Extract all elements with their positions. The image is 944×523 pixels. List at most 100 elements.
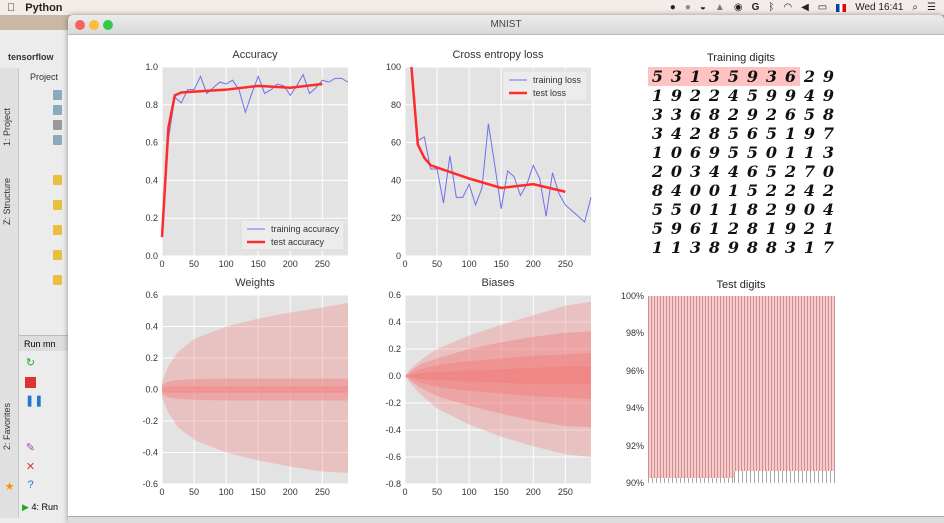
- legend: [502, 70, 588, 102]
- python-file-icon[interactable]: [53, 275, 62, 285]
- legend-label: test accuracy: [271, 237, 325, 247]
- python-file-icon[interactable]: [53, 250, 62, 260]
- google-icon[interactable]: G: [751, 2, 760, 13]
- training-digit: 2: [708, 86, 721, 105]
- wifi-icon[interactable]: ◠: [783, 2, 793, 13]
- training-digit: 9: [743, 67, 762, 86]
- close-icon[interactable]: ✕: [25, 461, 36, 473]
- tab-favorites[interactable]: 2: Favorites: [2, 403, 12, 451]
- training-digits-title: Training digits: [706, 52, 776, 64]
- plots-canvas: 0 50 100 150 200 2500.00.20.40.60.81.0Accurac…: [142, 49, 592, 497]
- battery-icon[interactable]: ▭: [817, 2, 828, 13]
- apple-icon[interactable]: : [7, 2, 15, 14]
- volume-icon[interactable]: ◀: [801, 2, 809, 13]
- y-tick-label: 100: [386, 62, 401, 72]
- x-tick-label: 50: [189, 487, 199, 497]
- training-digit: 2: [784, 162, 797, 181]
- y-tick-label: 0.2: [145, 353, 158, 363]
- training-digit: 8: [708, 124, 721, 143]
- training-digit: 1: [727, 181, 740, 200]
- training-digit: 0: [803, 200, 816, 219]
- tab-structure[interactable]: Z: Structure: [2, 178, 12, 226]
- folder-icon[interactable]: [53, 90, 62, 100]
- project-panel-title[interactable]: Project: [30, 72, 59, 82]
- y-tick-label: 0.0: [145, 385, 158, 395]
- dock: [68, 516, 944, 523]
- training-digit: 3: [651, 124, 664, 143]
- clock[interactable]: Wed 16:41: [855, 2, 904, 13]
- dot-icon[interactable]: ●: [684, 2, 691, 13]
- pin-icon[interactable]: ✎: [25, 442, 36, 454]
- y-tick-label: 0.4: [145, 175, 158, 185]
- y-tick-label: -0.6: [142, 479, 158, 489]
- ide-window: tensorflow 1: Project Z: Structure 2: Fa…: [0, 30, 70, 523]
- minimize-button[interactable]: [89, 20, 99, 30]
- training-digit: 3: [822, 143, 835, 162]
- close-button[interactable]: [75, 20, 85, 30]
- run-config[interactable]: mn: [43, 339, 56, 349]
- training-digit: 4: [670, 124, 683, 143]
- training-digit: 8: [746, 219, 759, 238]
- run-tab[interactable]: ▶ 4: Run: [22, 502, 58, 512]
- project-name[interactable]: tensorflow: [8, 52, 54, 62]
- run-label: Run: [24, 339, 41, 349]
- folder-icon[interactable]: [53, 105, 62, 115]
- y-tick-label: -0.6: [385, 452, 401, 462]
- tor-icon[interactable]: ◉: [733, 2, 743, 13]
- training-digit: 7: [822, 238, 835, 257]
- pause-icon[interactable]: ❚❚: [25, 395, 44, 407]
- app-menu[interactable]: Python: [17, 1, 62, 14]
- tool-sidebar: 1: Project Z: Structure 2: Favorites: [0, 68, 19, 518]
- zoom-button[interactable]: [103, 20, 113, 30]
- training-digit: 0: [822, 162, 835, 181]
- bluetooth-icon[interactable]: ᛒ: [768, 2, 775, 13]
- legend-label: test loss: [533, 88, 567, 98]
- x-tick-label: 0: [159, 259, 164, 269]
- x-tick-label: 250: [558, 259, 573, 269]
- training-digit: 3: [651, 105, 664, 124]
- stop-icon[interactable]: [25, 377, 36, 388]
- title-bar: MNIST: [68, 15, 944, 35]
- mnist-window: MNIST 0 50 100 150 200 250 0.0 0.2 0.4 0.6 0.8 1.0 A…: [68, 15, 944, 523]
- drop-icon[interactable]: ▲: [714, 2, 725, 13]
- help-icon[interactable]: ?: [27, 479, 34, 491]
- y-tick-label: 20: [391, 213, 401, 223]
- test-digits-title: Test digits: [716, 279, 766, 291]
- training-digit: 2: [651, 162, 664, 181]
- training-digit: 1: [784, 124, 797, 143]
- training-digit: 2: [784, 181, 797, 200]
- training-digit: 7: [822, 124, 835, 143]
- file-icon[interactable]: [53, 120, 62, 130]
- percentile-band: [405, 366, 591, 385]
- md-file-icon[interactable]: [53, 135, 62, 145]
- training-digit: 6: [746, 124, 759, 143]
- y-tick-label: -0.2: [385, 398, 401, 408]
- training-digit: 6: [746, 162, 759, 181]
- python-file-icon[interactable]: [53, 200, 62, 210]
- x-tick-label: 100: [462, 487, 477, 497]
- rerun-icon[interactable]: ↻: [25, 357, 36, 369]
- x-tick-label: 200: [526, 487, 541, 497]
- list-icon[interactable]: ☰: [927, 2, 936, 13]
- training-digit: 4: [803, 86, 816, 105]
- training-digit: 1: [686, 67, 705, 86]
- window-title: MNIST: [490, 19, 522, 30]
- test-digits-y-tick: 92%: [625, 440, 644, 451]
- skype-icon[interactable]: ●: [669, 2, 676, 13]
- y-tick-label: -0.2: [142, 416, 158, 426]
- training-digit: 1: [708, 219, 721, 238]
- python-file-icon[interactable]: [53, 225, 62, 235]
- search-icon[interactable]: ⌕: [912, 2, 919, 13]
- drive-icon[interactable]: ◒: [699, 2, 706, 13]
- tab-project[interactable]: 1: Project: [2, 108, 12, 147]
- chart-cross-entropy-loss: 0 50 100 150 200 250 0 20 40 60 80 100 Cross entropy…: [386, 49, 592, 269]
- flag-icon[interactable]: [836, 3, 847, 12]
- training-digit: 4: [727, 86, 740, 105]
- training-digit: 7: [803, 162, 816, 181]
- python-file-icon[interactable]: [53, 175, 62, 185]
- training-digit: 9: [784, 200, 797, 219]
- training-digit: 0: [689, 200, 702, 219]
- training-digit: 6: [689, 105, 702, 124]
- training-digit: 4: [670, 181, 683, 200]
